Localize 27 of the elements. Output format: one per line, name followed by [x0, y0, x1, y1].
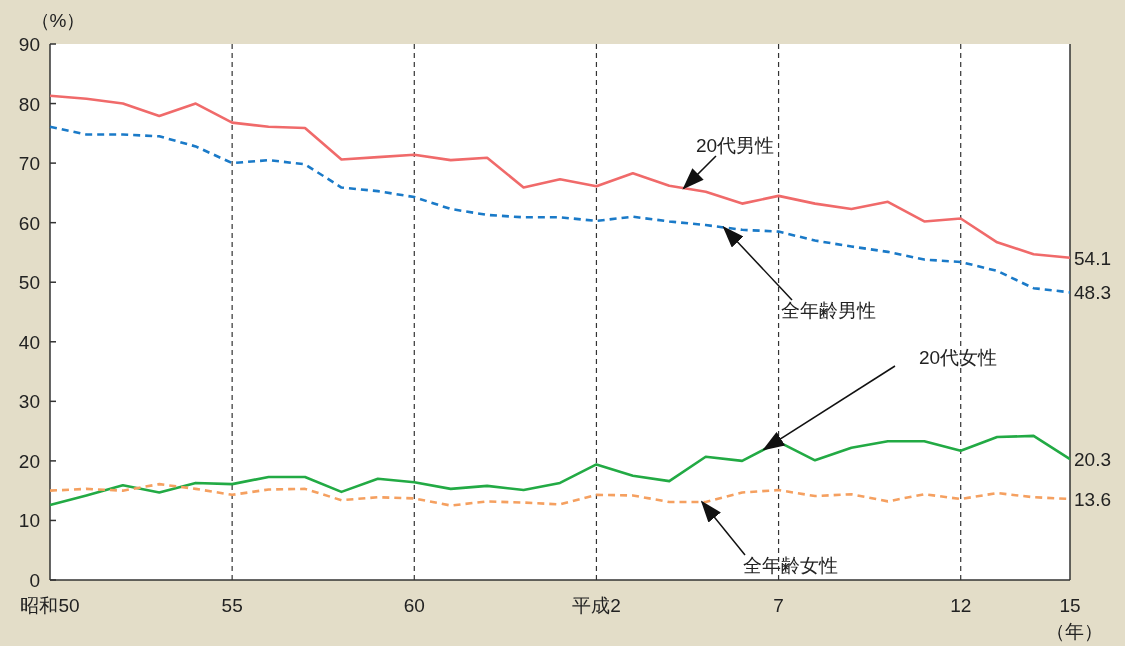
y-tick-label: 70	[18, 153, 40, 175]
x-tick-label: 7	[773, 595, 784, 616]
x-tick-label: 60	[403, 595, 425, 616]
y-tick-label: 10	[18, 510, 40, 532]
y-tick-label: 20	[18, 450, 40, 472]
text: 20代女性	[918, 347, 998, 368]
data-label: 20.3	[1074, 449, 1111, 471]
y-tick-label: 80	[18, 93, 40, 115]
text: 全年齢女性	[742, 555, 838, 576]
y-tick-label: 0	[29, 570, 40, 591]
y-tick-label: 30	[18, 391, 40, 413]
y-tick-label: 90	[18, 34, 40, 55]
series-label: 20代男性	[695, 135, 775, 156]
data-label: 48.3	[1074, 282, 1111, 304]
y-axis-title: （%）	[30, 10, 86, 31]
x-tick-label: 平成2	[572, 595, 621, 616]
x-tick-label: 15	[1059, 595, 1081, 616]
y-tick-label: 60	[18, 212, 40, 234]
data-label: 13.6	[1074, 489, 1111, 510]
x-tick-label: 12	[950, 595, 972, 616]
x-tick-label: 昭和50	[20, 595, 80, 616]
x-axis-title: （年）	[1045, 621, 1103, 642]
y-tick-label: 50	[18, 272, 40, 294]
data-label: 54.1	[1074, 247, 1111, 269]
text: 全年齢男性	[780, 300, 876, 321]
x-tick-label: 55	[221, 595, 243, 616]
y-tick-label: 40	[18, 331, 40, 353]
